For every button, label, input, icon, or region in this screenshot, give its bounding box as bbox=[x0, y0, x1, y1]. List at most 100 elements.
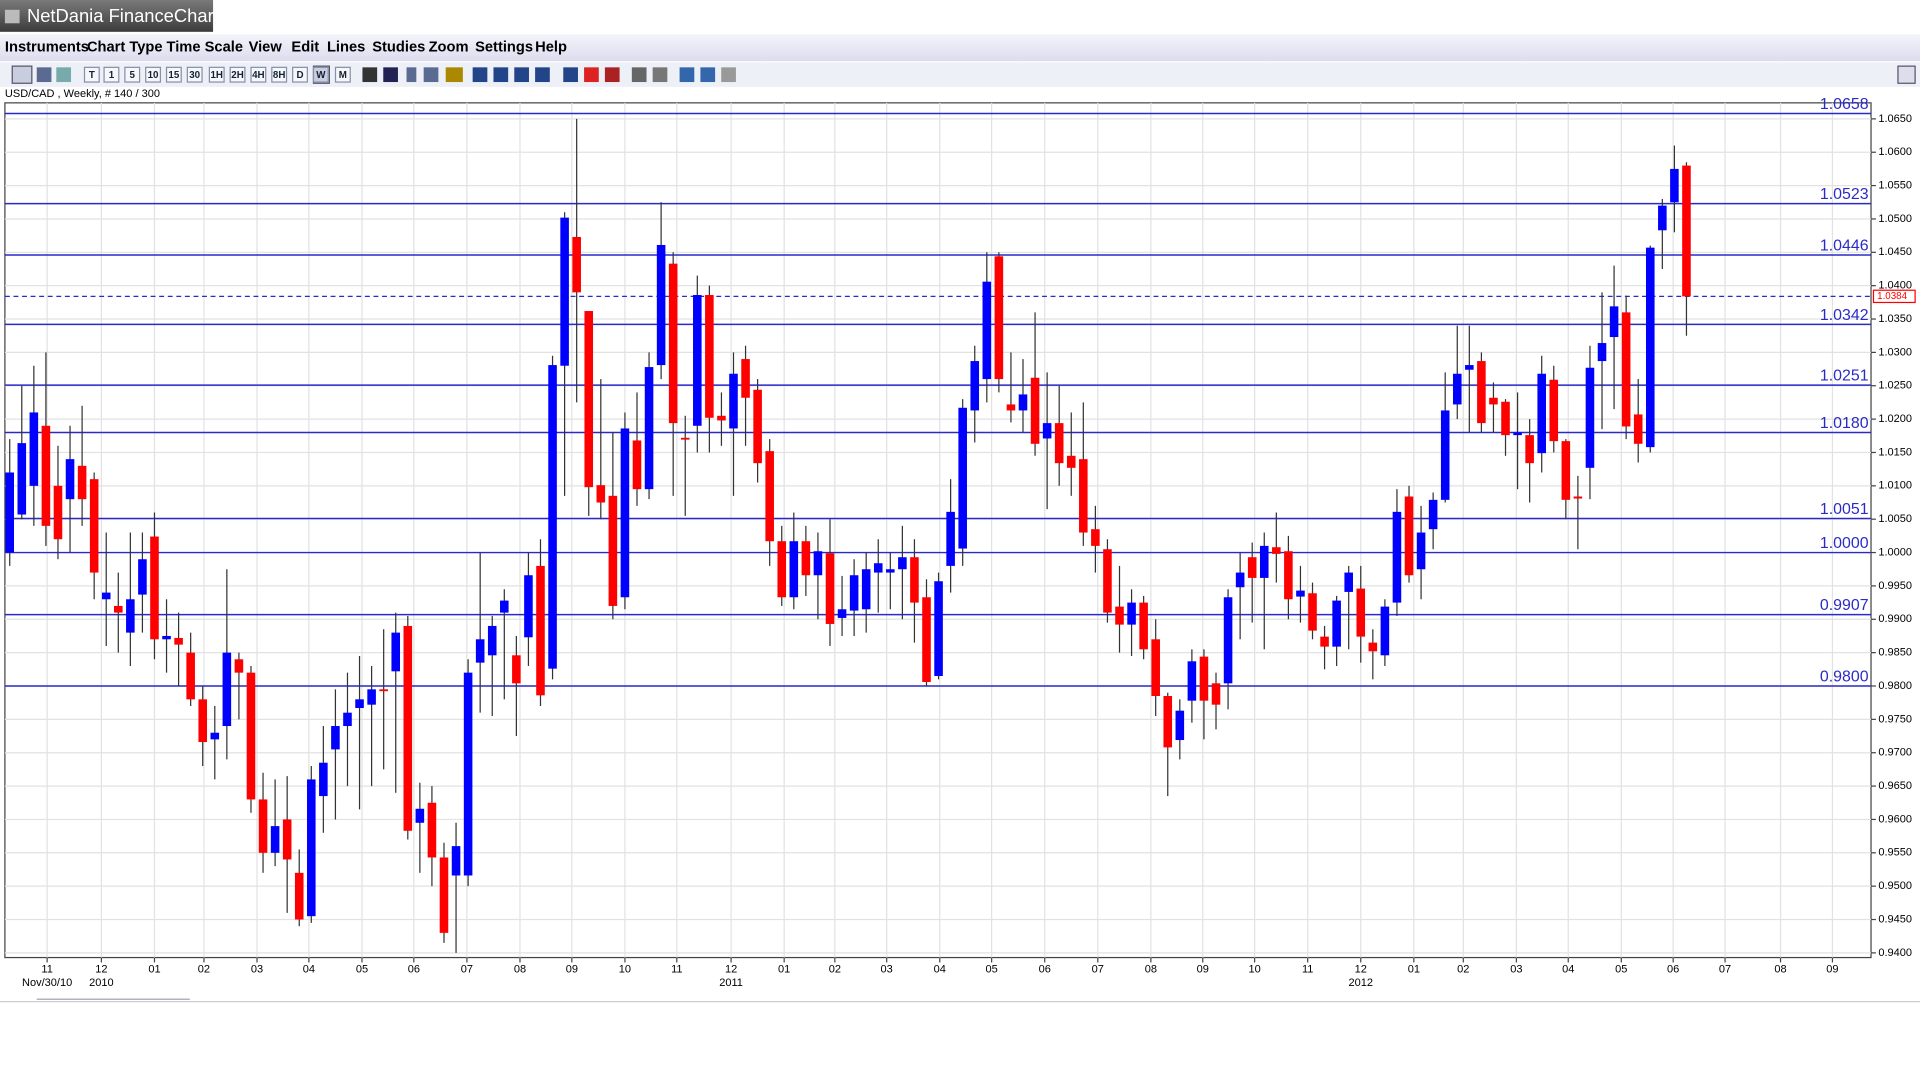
timescale-button[interactable] bbox=[186, 66, 203, 83]
icon[interactable] bbox=[721, 67, 736, 83]
candle-body bbox=[1042, 423, 1052, 439]
x-year-label: 2011 bbox=[719, 977, 743, 989]
candle-body bbox=[331, 726, 340, 750]
menu-item[interactable]: Edit bbox=[291, 40, 319, 56]
candle-body bbox=[729, 373, 738, 429]
candle-body bbox=[753, 389, 762, 464]
x-tick-label: 07 bbox=[1092, 964, 1104, 976]
icon[interactable] bbox=[362, 67, 378, 83]
timescale-button[interactable] bbox=[271, 66, 288, 83]
menu-item[interactable]: Chart Type bbox=[87, 40, 163, 56]
candle-body bbox=[1658, 205, 1667, 231]
x-tick-label: 04 bbox=[934, 964, 946, 976]
candle-body bbox=[910, 557, 919, 603]
x-tick-label: 09 bbox=[566, 964, 578, 976]
timescale-button[interactable] bbox=[124, 66, 141, 83]
candle-body bbox=[1380, 606, 1390, 656]
icon[interactable] bbox=[472, 67, 488, 83]
timescale-button[interactable] bbox=[145, 66, 162, 83]
icon[interactable] bbox=[1897, 65, 1916, 84]
x-tick-label: 12 bbox=[725, 964, 737, 976]
icon[interactable] bbox=[423, 67, 439, 83]
candle-body bbox=[777, 541, 787, 598]
candle-body bbox=[922, 597, 931, 682]
icon[interactable] bbox=[604, 67, 620, 83]
menu-item[interactable]: Instruments bbox=[5, 40, 89, 56]
icon[interactable] bbox=[11, 65, 33, 84]
icon[interactable] bbox=[535, 67, 550, 83]
menu-item[interactable]: Help bbox=[535, 40, 567, 56]
icon[interactable] bbox=[36, 67, 52, 83]
candle-body bbox=[1175, 710, 1185, 741]
icon[interactable] bbox=[700, 67, 716, 83]
level-label: 1.0051 bbox=[1820, 501, 1869, 518]
icon[interactable] bbox=[563, 67, 578, 83]
icon[interactable] bbox=[514, 67, 529, 83]
y-tick-label: 0.9600 bbox=[1878, 813, 1912, 825]
timescale-label: 4H bbox=[252, 70, 265, 81]
candle-body bbox=[789, 541, 799, 598]
candle-body bbox=[367, 689, 376, 705]
timescale-button[interactable] bbox=[83, 66, 100, 83]
timescale-button[interactable] bbox=[229, 66, 246, 83]
timescale-button[interactable] bbox=[103, 66, 120, 83]
level-label: 0.9800 bbox=[1820, 669, 1869, 686]
level-label: 1.0000 bbox=[1820, 535, 1869, 552]
candle-body bbox=[608, 495, 618, 606]
icon[interactable] bbox=[56, 67, 72, 83]
last-price-label: 1.0384 bbox=[1877, 291, 1907, 302]
candle-body bbox=[982, 281, 992, 380]
y-tick-label: 0.9750 bbox=[1878, 713, 1912, 725]
candle-body bbox=[1018, 394, 1028, 411]
y-tick-label: 1.0450 bbox=[1878, 246, 1912, 258]
y-tick-label: 1.0000 bbox=[1878, 546, 1912, 558]
menu-item[interactable]: Zoom bbox=[429, 40, 469, 56]
x-tick-label: 09 bbox=[1197, 964, 1209, 976]
menu-item[interactable]: Studies bbox=[372, 40, 425, 56]
icon[interactable] bbox=[406, 67, 417, 83]
icon[interactable] bbox=[493, 67, 509, 83]
candle-body bbox=[1561, 441, 1571, 500]
candle-body bbox=[270, 826, 280, 853]
candle-body bbox=[246, 672, 256, 800]
x-tick-label: 12 bbox=[1355, 964, 1367, 976]
menu-item[interactable]: Settings bbox=[475, 40, 533, 56]
y-tick-label: 1.0500 bbox=[1878, 213, 1912, 225]
timescale-button[interactable] bbox=[250, 66, 267, 83]
timescale-button[interactable] bbox=[208, 66, 225, 83]
candle-body bbox=[451, 846, 461, 876]
candle-body bbox=[1006, 404, 1016, 411]
timescale-button[interactable] bbox=[312, 66, 329, 83]
candle-body bbox=[186, 652, 195, 700]
x-tick-label: 06 bbox=[408, 964, 420, 976]
candle-body bbox=[1151, 639, 1160, 697]
timescale-button[interactable] bbox=[165, 66, 182, 83]
menu-item[interactable]: Time Scale bbox=[167, 40, 243, 56]
menu-item[interactable]: Lines bbox=[327, 40, 365, 56]
candle-body bbox=[1139, 602, 1148, 650]
y-tick-label: 1.0600 bbox=[1878, 146, 1912, 158]
x-tick-label: 01 bbox=[1408, 964, 1420, 976]
x-tick-label: 03 bbox=[881, 964, 893, 976]
icon[interactable] bbox=[383, 67, 398, 83]
x-year-label: 2010 bbox=[89, 977, 114, 989]
timescale-button[interactable] bbox=[334, 66, 351, 83]
menu-item[interactable]: View bbox=[249, 40, 283, 56]
candle-body bbox=[1079, 459, 1088, 533]
candle-body bbox=[1670, 168, 1679, 203]
icon[interactable] bbox=[584, 67, 599, 83]
y-tick-label: 1.0550 bbox=[1878, 179, 1912, 191]
icon[interactable] bbox=[631, 67, 647, 83]
candle-body bbox=[934, 581, 943, 676]
icon[interactable] bbox=[652, 67, 668, 83]
x-tick-label: 10 bbox=[1248, 964, 1260, 976]
chart: 0.9400 0.9450 0.9500 0.9550 0.9600 0.9650 0.97… bbox=[4, 96, 1916, 989]
candle-body bbox=[1199, 656, 1209, 701]
icon[interactable] bbox=[679, 67, 695, 83]
icon[interactable] bbox=[445, 67, 463, 83]
x-tick-label: 06 bbox=[1039, 964, 1051, 976]
x-year-label: 2012 bbox=[1349, 977, 1374, 989]
timescale-label: 10 bbox=[148, 70, 159, 81]
timescale-button[interactable] bbox=[292, 66, 308, 83]
timescale-label: D bbox=[296, 70, 303, 81]
